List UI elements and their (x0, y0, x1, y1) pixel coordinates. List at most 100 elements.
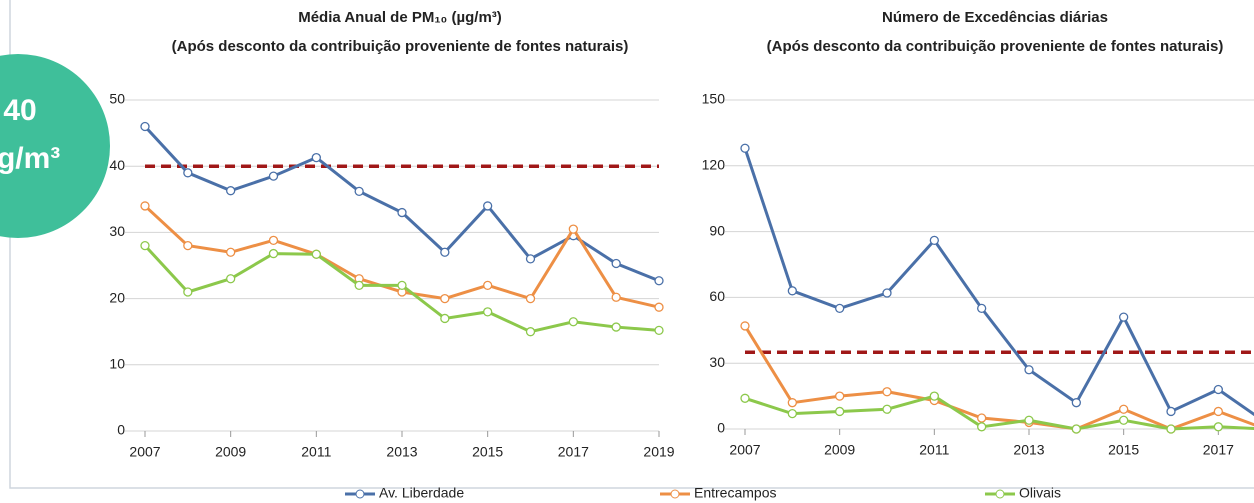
series-line (143, 125, 660, 283)
point (1071, 398, 1081, 408)
point (525, 327, 536, 337)
x-tick-label: 2011 (301, 444, 331, 460)
point (1071, 424, 1081, 434)
badge-unit: µg/m³ (0, 142, 60, 175)
point (1024, 415, 1034, 425)
point (654, 276, 664, 286)
point (835, 406, 845, 417)
point (525, 293, 536, 304)
series-line (744, 394, 1254, 431)
chart-title: Número de Excedências diárias (882, 9, 1108, 26)
point (268, 171, 279, 181)
frame (9, 0, 1254, 489)
point (568, 317, 578, 327)
point (611, 258, 621, 269)
point (1213, 406, 1223, 417)
point (1119, 404, 1129, 414)
y-tick-label: 60 (709, 288, 725, 304)
x-tick-label: 2015 (472, 444, 503, 460)
point (611, 292, 621, 302)
point (611, 322, 621, 332)
point (268, 248, 279, 259)
point (740, 143, 750, 153)
y-tick-label: 150 (702, 91, 726, 107)
x-tick-label: 2007 (129, 444, 160, 460)
x-tick-label: 2017 (1203, 442, 1234, 458)
point (787, 408, 797, 419)
x-tick-label: 2009 (215, 444, 246, 460)
point (140, 240, 150, 251)
point (835, 391, 845, 401)
x-tick-label: 2009 (824, 442, 855, 458)
point (397, 207, 407, 218)
x-tick-label: 2015 (1108, 442, 1139, 458)
point (929, 235, 939, 246)
point (740, 321, 750, 331)
point (882, 387, 892, 397)
point (226, 186, 236, 196)
point (654, 325, 664, 336)
point (1024, 365, 1034, 375)
point (525, 254, 536, 264)
y-tick-label: 0 (717, 420, 725, 436)
point (397, 280, 407, 291)
point (311, 249, 321, 259)
point (568, 224, 578, 234)
series-line (743, 147, 1254, 417)
point (226, 274, 236, 284)
point (311, 152, 321, 163)
badge-value: 40 (3, 94, 36, 127)
point (226, 247, 236, 257)
point (882, 288, 892, 298)
legend-marker (355, 489, 365, 499)
y-tick-label: 20 (109, 289, 125, 305)
y-tick-label: 0 (117, 422, 125, 438)
point (977, 413, 987, 423)
point (354, 186, 364, 197)
y-tick-label: 40 (109, 157, 125, 173)
point (1213, 422, 1223, 432)
point (977, 422, 987, 432)
point (1119, 415, 1129, 425)
point (1166, 424, 1176, 434)
point (354, 280, 364, 291)
legend-marker (995, 489, 1005, 499)
x-tick-label: 2007 (729, 442, 760, 458)
point (483, 201, 493, 211)
point (183, 240, 193, 251)
x-tick-label: 2019 (643, 444, 674, 460)
point (882, 404, 892, 414)
point (787, 398, 797, 408)
point (440, 293, 450, 304)
point (1213, 384, 1223, 395)
x-tick-label: 2013 (386, 444, 417, 460)
point (268, 235, 279, 245)
point (183, 168, 193, 178)
y-tick-label: 50 (109, 91, 125, 107)
point (440, 313, 450, 324)
point (835, 303, 845, 314)
y-tick-label: 120 (702, 157, 726, 173)
point (183, 287, 193, 297)
point (929, 391, 939, 401)
x-tick-label: 2011 (919, 442, 949, 458)
chart-title: Média Anual de PM₁₀ (µg/m³) (298, 9, 502, 26)
point (740, 393, 750, 403)
legend-label: Entrecampos (694, 485, 776, 501)
chart-subtitle: (Após desconto da contribuição provenien… (767, 38, 1224, 55)
point (787, 286, 797, 296)
y-tick-label: 90 (709, 222, 725, 238)
point (140, 121, 150, 132)
legend-label: Olivais (1019, 485, 1061, 501)
badge (0, 54, 110, 238)
point (140, 201, 150, 211)
y-tick-label: 30 (109, 223, 125, 239)
x-tick-label: 2017 (558, 444, 589, 460)
y-tick-label: 30 (709, 354, 725, 370)
y-tick-label: 10 (109, 356, 125, 372)
legend-label: Av. Liberdade (379, 485, 464, 501)
point (1119, 312, 1129, 322)
point (654, 302, 664, 312)
x-tick-label: 2013 (1013, 442, 1044, 458)
